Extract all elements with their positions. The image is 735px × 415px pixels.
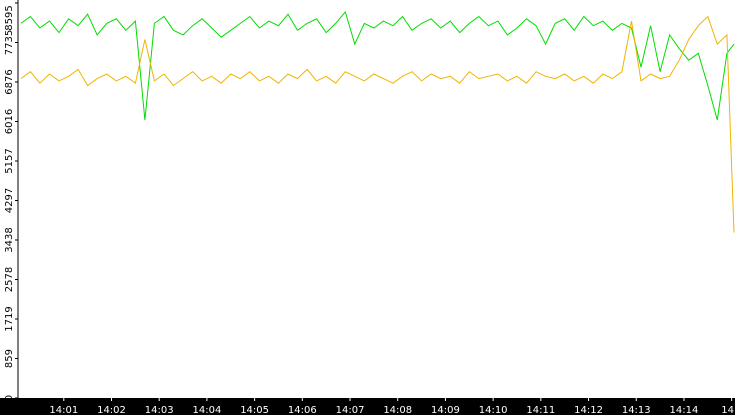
y-tick-label: 5157 bbox=[4, 148, 15, 173]
x-tick-label: 14:14 bbox=[670, 405, 699, 415]
y-tick-label: 4297 bbox=[4, 188, 15, 213]
y-tick-label: 859 bbox=[4, 349, 15, 368]
line-series bbox=[20, 15, 735, 233]
y-tick-label: 1719 bbox=[4, 306, 15, 331]
x-tick-label: 14:07 bbox=[336, 405, 365, 415]
x-tick-label: 14:05 bbox=[240, 405, 269, 415]
y-tick-label: 3438 bbox=[4, 227, 15, 252]
x-axis-bar bbox=[0, 398, 735, 415]
line-series bbox=[20, 10, 735, 121]
y-tick-label: 6876 bbox=[4, 69, 15, 94]
x-tick-label: 14:06 bbox=[288, 405, 317, 415]
y-tick-label: 6016 bbox=[4, 109, 15, 134]
y-tick-label: 7735 bbox=[4, 30, 15, 55]
x-tick-label: 14:04 bbox=[192, 405, 221, 415]
x-tick-label: 14:01 bbox=[49, 405, 78, 415]
x-tick-label: 14:09 bbox=[431, 405, 460, 415]
x-tick-label: 14:11 bbox=[526, 405, 555, 415]
x-tick-label: 14:12 bbox=[574, 405, 603, 415]
x-tick-label: 14:13 bbox=[622, 405, 651, 415]
x-tick-label: 14:10 bbox=[479, 405, 508, 415]
x-tick-label: 14:08 bbox=[383, 405, 412, 415]
x-tick-label: 14:03 bbox=[145, 405, 174, 415]
y-tick-label: 8595 bbox=[4, 5, 15, 30]
x-tick-label: 14 bbox=[721, 405, 734, 415]
x-tick-label: 14:02 bbox=[97, 405, 126, 415]
y-tick-label: 2578 bbox=[4, 267, 15, 292]
y-tick-label: 0 bbox=[4, 395, 15, 401]
